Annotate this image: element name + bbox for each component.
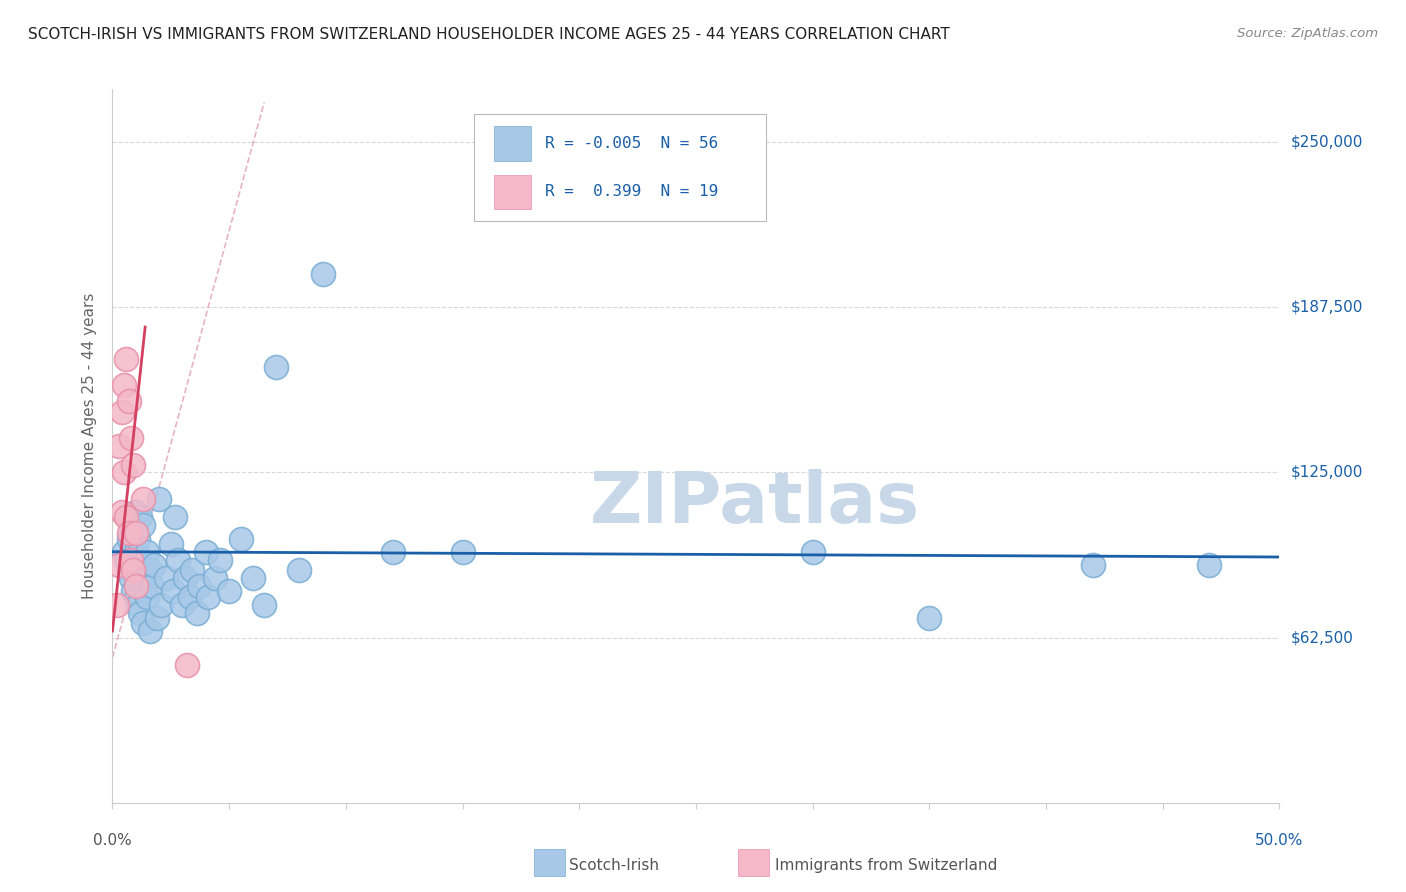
Point xyxy=(311,267,333,281)
Text: $250,000: $250,000 xyxy=(1291,135,1362,150)
FancyBboxPatch shape xyxy=(474,114,766,221)
Point xyxy=(134,579,156,593)
Point xyxy=(180,563,202,577)
Point xyxy=(108,558,131,572)
Point xyxy=(132,491,155,506)
Point xyxy=(136,590,159,604)
Point xyxy=(162,584,184,599)
Point xyxy=(105,598,128,612)
Point xyxy=(173,571,195,585)
Point xyxy=(264,359,287,374)
Point xyxy=(187,579,209,593)
Point xyxy=(122,458,145,472)
Point xyxy=(150,598,173,612)
Point xyxy=(120,518,142,533)
Point xyxy=(125,545,148,559)
Point xyxy=(127,532,149,546)
Point xyxy=(115,351,138,366)
Point xyxy=(139,624,162,638)
Point xyxy=(115,510,138,524)
Point xyxy=(194,545,217,559)
Point xyxy=(146,611,169,625)
Point xyxy=(120,571,142,585)
Point xyxy=(120,431,142,445)
Point xyxy=(112,466,135,480)
FancyBboxPatch shape xyxy=(494,175,531,209)
Point xyxy=(381,545,404,559)
Point xyxy=(127,598,149,612)
Point xyxy=(122,584,145,599)
Point xyxy=(125,526,148,541)
Point xyxy=(451,545,474,559)
Point xyxy=(165,510,187,524)
Text: R = -0.005  N = 56: R = -0.005 N = 56 xyxy=(546,136,718,151)
Point xyxy=(118,563,141,577)
Point xyxy=(176,658,198,673)
Point xyxy=(204,571,226,585)
Point xyxy=(166,552,188,566)
Point xyxy=(253,598,276,612)
Point xyxy=(229,532,252,546)
Text: ZIPatlas: ZIPatlas xyxy=(589,468,920,538)
Point xyxy=(132,616,155,631)
Point xyxy=(1081,558,1104,572)
Point xyxy=(111,505,134,519)
Point xyxy=(801,545,824,559)
Point xyxy=(242,571,264,585)
Point xyxy=(112,545,135,559)
Point xyxy=(118,532,141,546)
Point xyxy=(132,518,155,533)
Point xyxy=(288,563,311,577)
Point xyxy=(112,378,135,392)
Point xyxy=(208,552,231,566)
Point xyxy=(918,611,941,625)
Point xyxy=(136,545,159,559)
Point xyxy=(120,552,142,566)
Point xyxy=(143,558,166,572)
Text: 0.0%: 0.0% xyxy=(93,833,132,848)
Point xyxy=(122,563,145,577)
Point xyxy=(179,590,201,604)
Point xyxy=(132,563,155,577)
Text: $187,500: $187,500 xyxy=(1291,300,1362,315)
Point xyxy=(125,505,148,519)
FancyBboxPatch shape xyxy=(494,127,531,161)
Text: 50.0%: 50.0% xyxy=(1256,833,1303,848)
Point xyxy=(125,579,148,593)
Point xyxy=(118,526,141,541)
Point xyxy=(122,537,145,551)
Text: Scotch-Irish: Scotch-Irish xyxy=(569,858,659,872)
Point xyxy=(125,590,148,604)
Point xyxy=(141,579,163,593)
Point xyxy=(111,404,134,418)
Point xyxy=(139,563,162,577)
Point xyxy=(186,606,208,620)
Point xyxy=(197,590,219,604)
Point xyxy=(160,537,183,551)
Point xyxy=(218,584,240,599)
Point xyxy=(172,598,194,612)
Text: SCOTCH-IRISH VS IMMIGRANTS FROM SWITZERLAND HOUSEHOLDER INCOME AGES 25 - 44 YEAR: SCOTCH-IRISH VS IMMIGRANTS FROM SWITZERL… xyxy=(28,27,950,42)
Text: Immigrants from Switzerland: Immigrants from Switzerland xyxy=(775,858,997,872)
Point xyxy=(118,394,141,409)
Text: $125,000: $125,000 xyxy=(1291,465,1362,480)
Text: $62,500: $62,500 xyxy=(1291,630,1354,645)
Point xyxy=(129,606,152,620)
Text: Source: ZipAtlas.com: Source: ZipAtlas.com xyxy=(1237,27,1378,40)
Point xyxy=(115,552,138,566)
Y-axis label: Householder Income Ages 25 - 44 years: Householder Income Ages 25 - 44 years xyxy=(82,293,97,599)
Text: R =  0.399  N = 19: R = 0.399 N = 19 xyxy=(546,185,718,200)
Point xyxy=(148,491,170,506)
Point xyxy=(1198,558,1220,572)
Point xyxy=(129,510,152,524)
Point xyxy=(108,439,131,453)
Point xyxy=(155,571,177,585)
